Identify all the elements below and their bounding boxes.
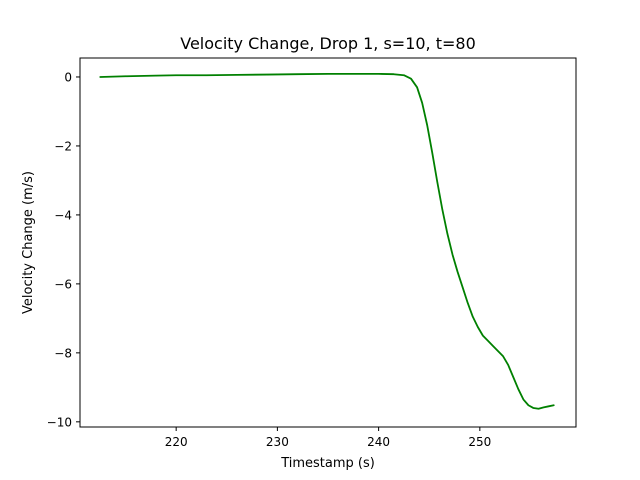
y-tick-label: −2 — [54, 139, 72, 153]
y-tick-label: −6 — [54, 277, 72, 291]
x-tick-label: 230 — [266, 435, 289, 449]
y-axis-label: Velocity Change (m/s) — [21, 171, 36, 314]
x-tick-label: 240 — [367, 435, 390, 449]
chart-title: Velocity Change, Drop 1, s=10, t=80 — [180, 34, 476, 53]
y-tick-label: 0 — [64, 70, 72, 84]
x-tick-label: 220 — [165, 435, 188, 449]
plot-area — [99, 72, 555, 410]
x-tick-label: 250 — [468, 435, 491, 449]
y-tick-label: −10 — [47, 415, 72, 429]
y-tick-label: −8 — [54, 346, 72, 360]
x-axis-label: Timestamp (s) — [280, 456, 375, 471]
axes-frame — [79, 57, 577, 428]
series-line-0 — [99, 72, 555, 410]
y-tick-label: −4 — [54, 208, 72, 222]
